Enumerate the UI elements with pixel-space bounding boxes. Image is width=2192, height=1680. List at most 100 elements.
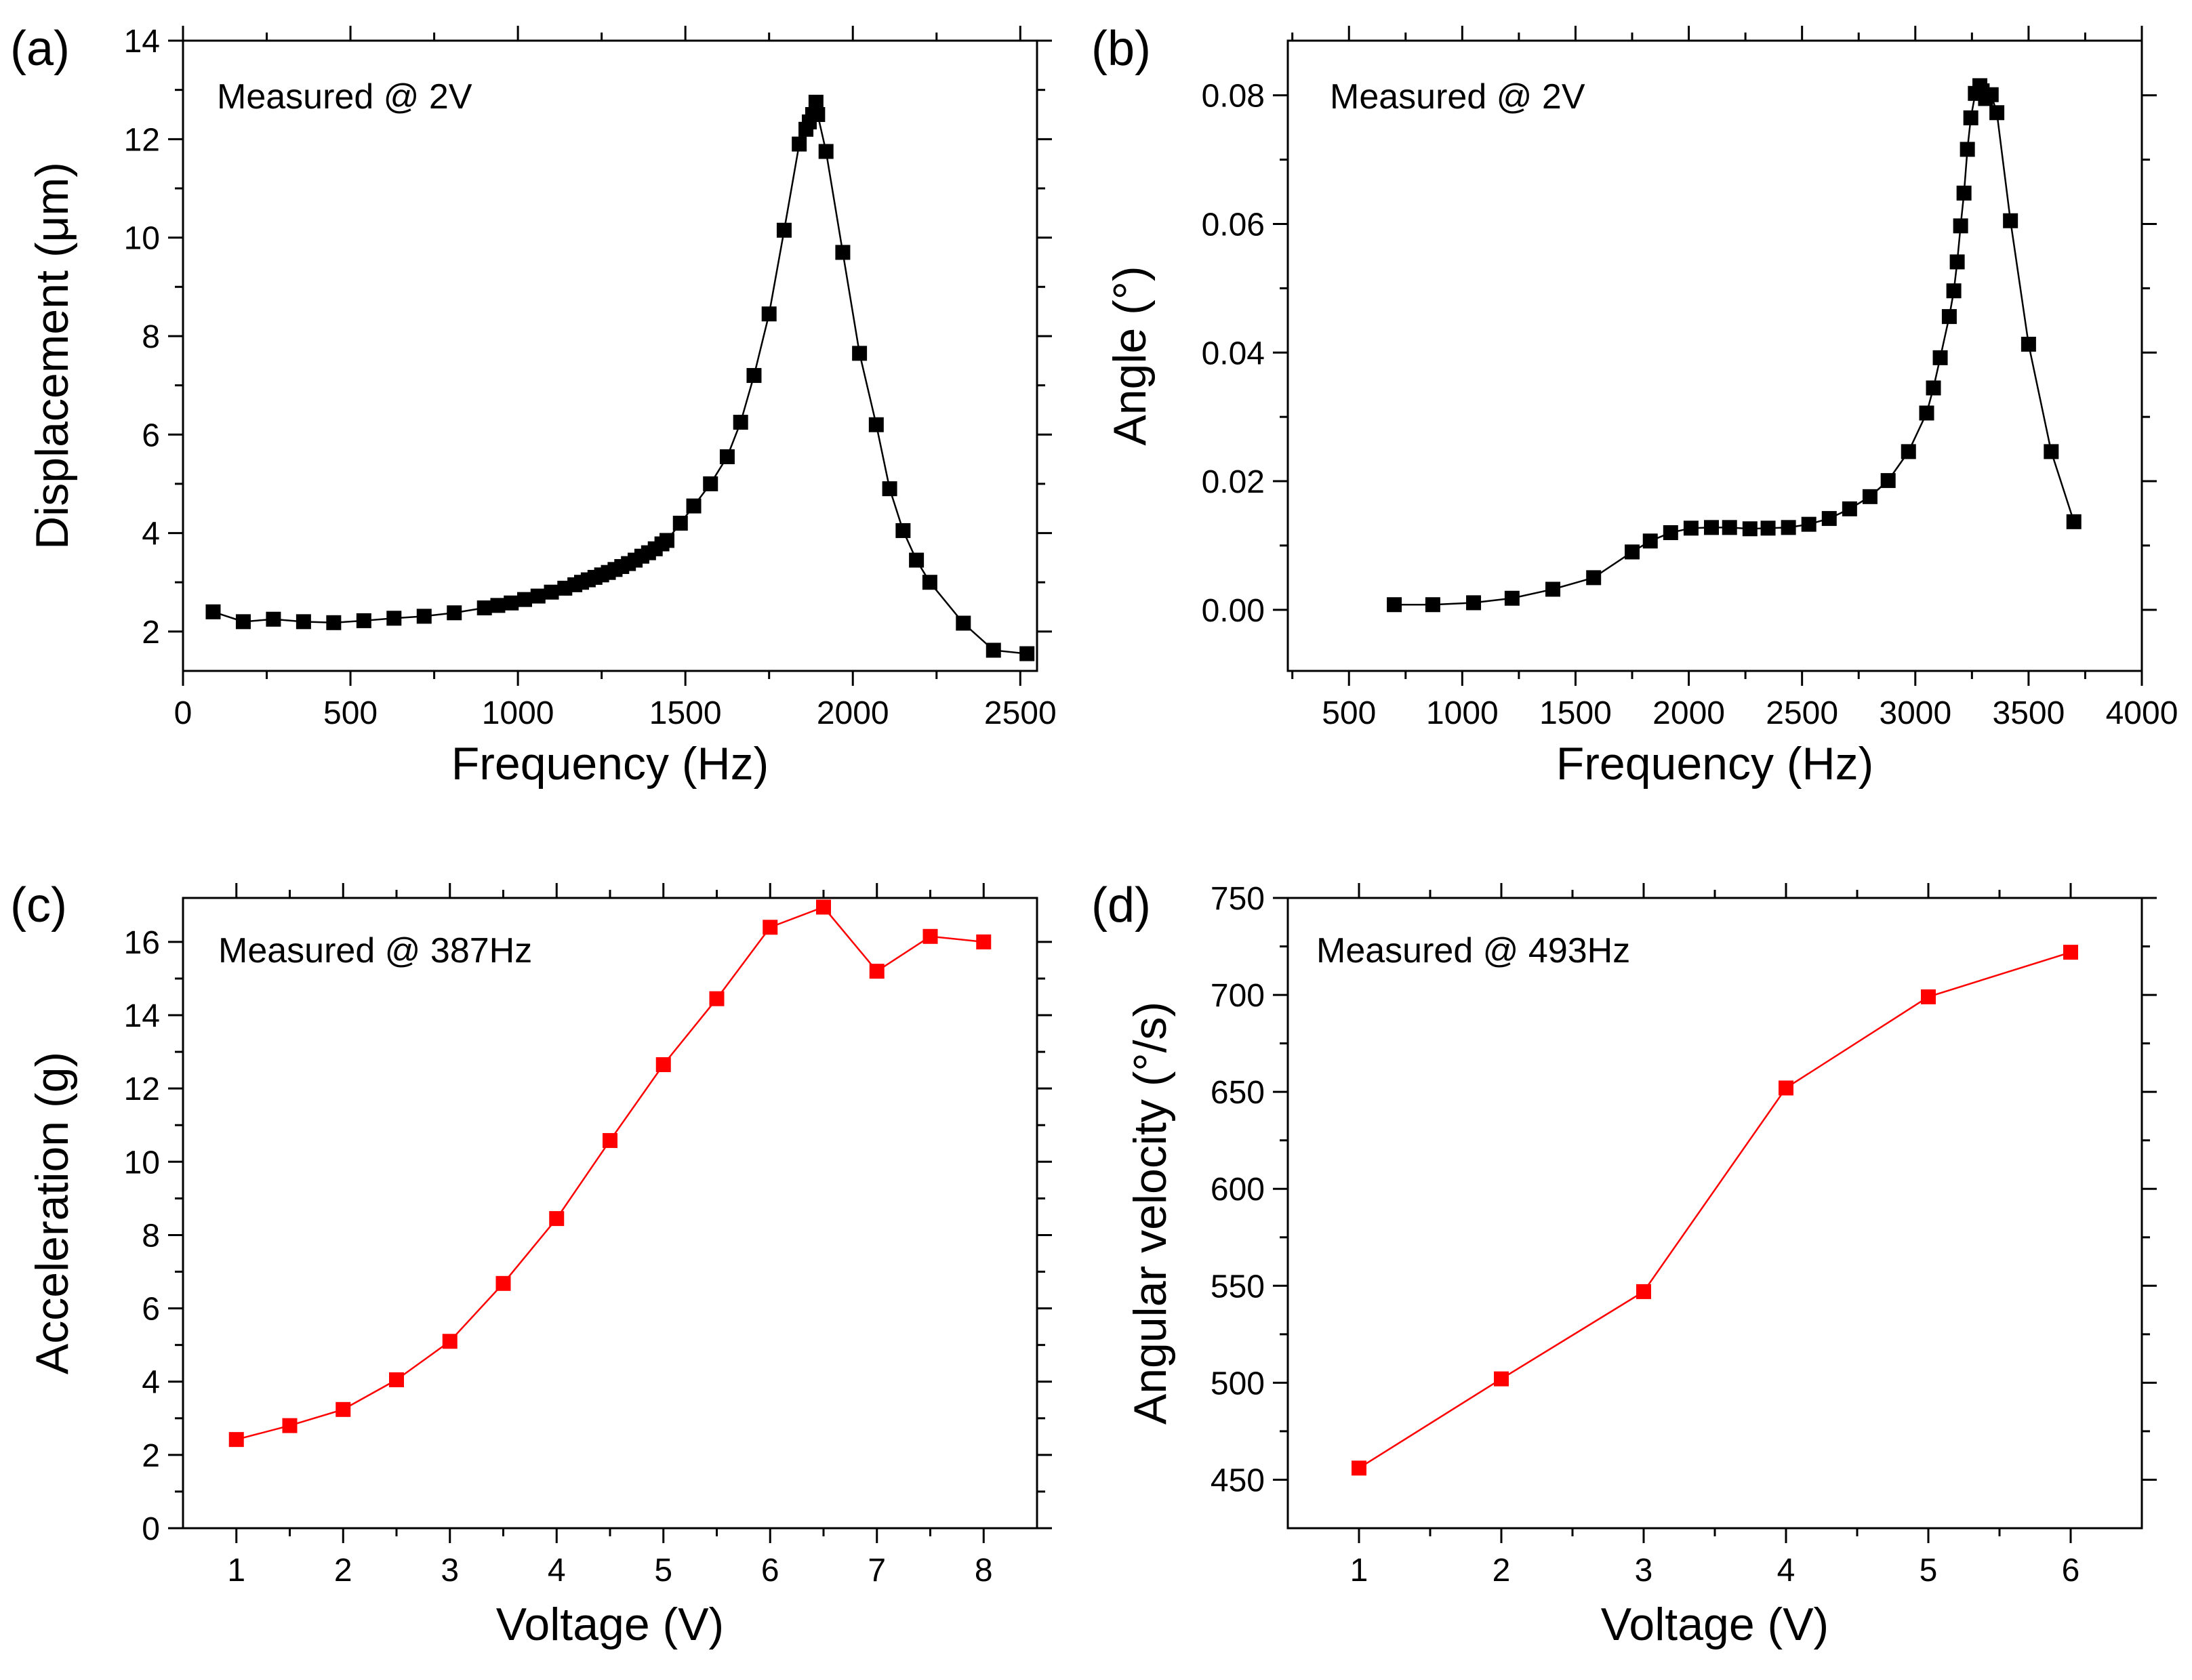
x-tick-label: 500 <box>1322 695 1376 731</box>
data-point <box>1941 309 1957 325</box>
data-point <box>1781 520 1796 535</box>
data-point <box>1636 1284 1651 1299</box>
x-tick-label: 8 <box>975 1553 993 1589</box>
data-point <box>266 611 281 627</box>
panel-label: (c) <box>10 878 67 933</box>
data-point <box>1722 520 1737 535</box>
data-point <box>922 575 937 590</box>
y-tick-label: 0.00 <box>1202 593 1265 629</box>
data-point <box>1425 597 1440 613</box>
y-tick-label: 8 <box>142 319 160 355</box>
y-tick-label: 0.02 <box>1202 464 1265 500</box>
data-point <box>476 600 492 615</box>
data-point <box>1983 87 1999 102</box>
x-tick-label: 1000 <box>1426 695 1499 731</box>
measurement-annotation: Measured @ 2V <box>1330 77 1585 117</box>
data-point <box>986 642 1001 658</box>
data-point <box>490 598 506 613</box>
y-axis-label: Angular velocity (°/s) <box>1124 1002 1176 1425</box>
data-point <box>1504 590 1520 606</box>
data-point <box>1742 521 1758 537</box>
data-point <box>416 609 432 624</box>
data-point <box>655 1057 671 1073</box>
plot-frame <box>1286 897 2143 1530</box>
y-tick-label: 750 <box>1211 881 1265 917</box>
y-tick-label: 2 <box>142 615 160 651</box>
data-point <box>746 368 762 384</box>
measurement-annotation: Measured @ 493Hz <box>1316 931 1630 970</box>
panel-label: (b) <box>1091 22 1151 76</box>
panel-label: (d) <box>1091 878 1151 933</box>
data-point <box>1932 350 1948 365</box>
data-point <box>1642 533 1658 549</box>
x-tick-label: 1 <box>227 1553 245 1589</box>
x-tick-label: 0 <box>174 695 192 731</box>
y-tick-label: 2 <box>142 1438 160 1474</box>
y-tick-label: 6 <box>142 417 160 453</box>
data-point <box>2066 514 2082 529</box>
data-point <box>356 613 371 628</box>
data-point <box>1779 1080 1793 1096</box>
data-point <box>733 415 748 430</box>
x-tick-label: 1500 <box>649 695 722 731</box>
measurement-annotation: Measured @ 2V <box>217 77 472 117</box>
y-tick-label: 650 <box>1211 1075 1265 1111</box>
data-point <box>2063 945 2078 960</box>
data-point <box>1683 520 1699 536</box>
data-point <box>818 144 834 159</box>
x-tick-label: 6 <box>761 1553 779 1589</box>
data-point <box>296 614 311 630</box>
y-tick-label: 12 <box>124 122 160 158</box>
data-point <box>1919 405 1934 421</box>
data-point <box>909 552 925 568</box>
y-tick-label: 10 <box>124 221 160 257</box>
data-point <box>686 498 702 514</box>
panel-label: (a) <box>10 22 70 76</box>
x-tick-label: 2 <box>1493 1553 1511 1589</box>
data-point <box>544 584 559 600</box>
data-point <box>776 222 792 238</box>
data-point <box>1953 218 1968 234</box>
data-point <box>956 615 971 631</box>
data-point <box>1760 520 1776 536</box>
data-point <box>389 1372 404 1388</box>
data-point <box>603 1132 617 1148</box>
series-line <box>236 906 984 1441</box>
y-tick-label: 0.04 <box>1202 335 1265 371</box>
data-point <box>336 1401 351 1417</box>
data-point <box>1663 525 1678 540</box>
x-axis-label: Voltage (V) <box>1601 1599 1829 1650</box>
data-point <box>792 136 807 152</box>
y-tick-label: 16 <box>124 925 160 961</box>
data-point <box>386 611 402 626</box>
data-point <box>442 1334 458 1349</box>
y-tick-label: 550 <box>1211 1269 1265 1305</box>
data-point <box>659 533 674 548</box>
x-tick-label: 2500 <box>1766 695 1838 731</box>
data-point <box>205 604 221 619</box>
y-tick-label: 14 <box>124 24 160 60</box>
y-tick-label: 8 <box>142 1218 160 1254</box>
x-axis-label: Voltage (V) <box>496 1599 724 1650</box>
data-point <box>504 595 519 611</box>
data-point <box>530 588 546 604</box>
x-tick-label: 2000 <box>1652 695 1725 731</box>
data-point <box>549 1211 565 1227</box>
data-point <box>1963 110 1978 125</box>
y-tick-label: 600 <box>1211 1172 1265 1208</box>
y-tick-label: 6 <box>142 1292 160 1328</box>
data-point <box>852 346 868 361</box>
data-point <box>282 1418 298 1433</box>
data-point <box>517 592 532 607</box>
y-tick-label: 4 <box>142 516 160 552</box>
data-point <box>1949 254 1965 270</box>
data-point <box>976 934 992 949</box>
data-point <box>1545 581 1561 597</box>
x-tick-label: 1500 <box>1539 695 1612 731</box>
x-tick-label: 3000 <box>1879 695 1951 731</box>
y-tick-label: 0.08 <box>1202 79 1265 115</box>
plot-frame <box>182 897 1038 1530</box>
data-point <box>1989 105 2005 121</box>
